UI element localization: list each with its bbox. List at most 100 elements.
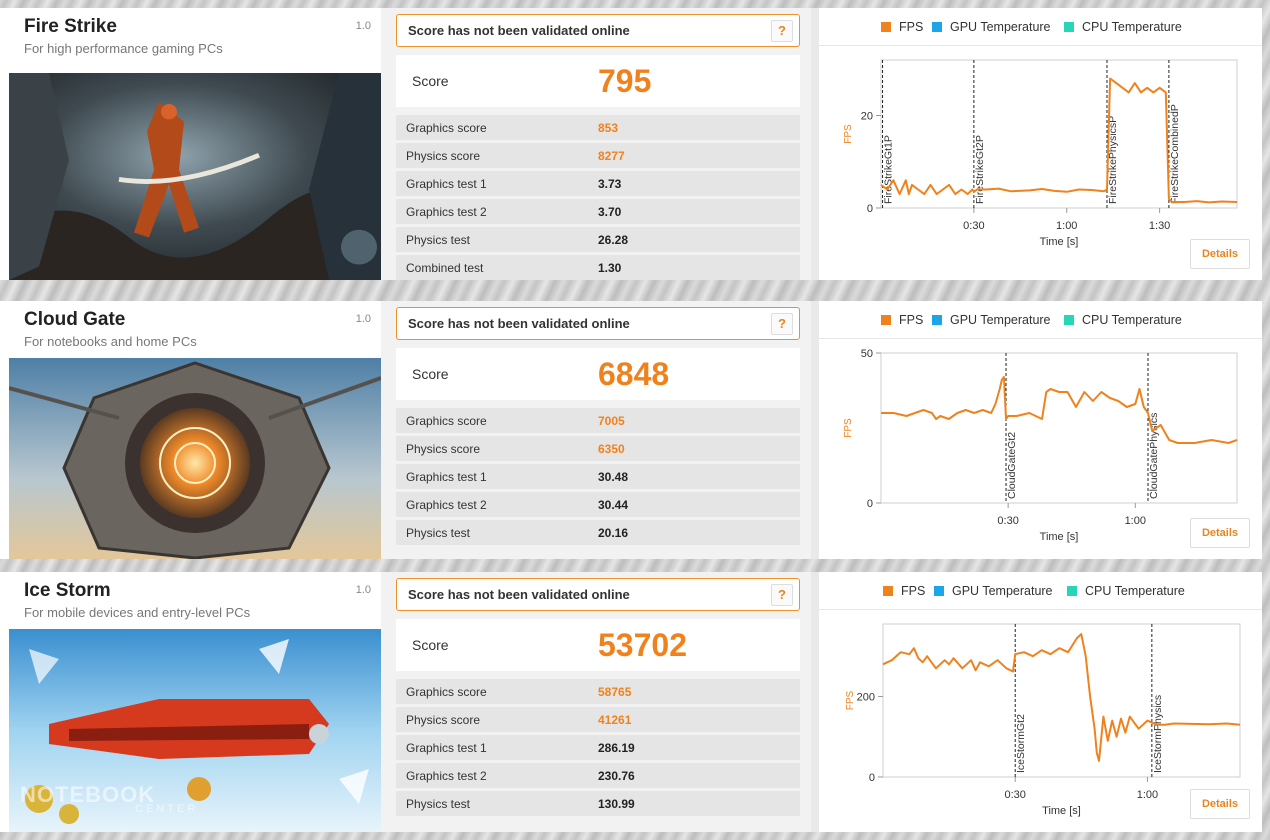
benchmark-version: 1.0: [355, 584, 371, 596]
legend-label: GPU Temperature: [952, 584, 1053, 598]
score-row: Physics score 41261: [396, 707, 800, 732]
row-label: Physics score: [406, 442, 481, 456]
score-row: Physics test 20.16: [396, 520, 800, 545]
validation-text: Score has not been validated online: [408, 316, 630, 331]
row-value: 41261: [598, 713, 632, 727]
legend-fps[interactable]: FPS: [883, 584, 925, 598]
score-label: Score: [412, 366, 449, 382]
y-axis-label: FPS: [845, 690, 856, 710]
cpu-swatch: [1064, 315, 1074, 325]
benchmark-panel-cloud-gate: Cloud Gate For notebooks and home PCs 1.…: [0, 301, 1262, 559]
legend-fps[interactable]: FPS: [881, 313, 923, 327]
chart-legend: FPS GPU Temperature CPU Temperature: [819, 582, 1262, 610]
gpu-swatch: [932, 22, 942, 32]
benchmark-title: Fire Strike: [24, 16, 117, 37]
benchmark-info: Ice Storm For mobile devices and entry-l…: [0, 572, 381, 832]
row-label: Graphics test 2: [406, 498, 487, 512]
y-axis-label: FPS: [843, 124, 854, 144]
row-value: 7005: [598, 414, 625, 428]
fps-swatch: [883, 586, 893, 596]
gpu-swatch: [932, 315, 942, 325]
help-button[interactable]: ?: [771, 20, 793, 42]
details-button[interactable]: Details: [1190, 239, 1250, 269]
x-axis-label: Time [s]: [1040, 531, 1079, 543]
y-axis-label: FPS: [843, 418, 854, 438]
fps-series-line: [882, 633, 1241, 762]
score-row: Physics test 26.28: [396, 227, 800, 252]
row-label: Graphics score: [406, 121, 487, 135]
help-button[interactable]: ?: [771, 313, 793, 335]
row-label: Physics test: [406, 797, 471, 811]
row-label: Combined test: [406, 261, 484, 275]
legend-label: FPS: [899, 313, 924, 327]
score-row: Graphics test 2 3.70: [396, 199, 800, 224]
chart-column: FPS GPU Temperature CPU Temperature 0 50 0…: [811, 301, 1262, 559]
details-button[interactable]: Details: [1190, 518, 1250, 548]
y-tick-label: 20: [861, 111, 873, 123]
validation-text: Score has not been validated online: [408, 23, 630, 38]
plot-area: [880, 352, 1238, 504]
test-marker-label: FireStrikeGt1P: [883, 135, 895, 204]
sub-scores: Graphics score 7005 Physics score 6350 Gra…: [396, 408, 800, 548]
y-tick-label: 0: [867, 498, 873, 510]
validation-status: Score has not been validated online ?: [396, 14, 800, 47]
legend-label: CPU Temperature: [1082, 20, 1182, 34]
watermark-logo-sub: CENTER: [135, 803, 199, 815]
row-label: Graphics test 1: [406, 177, 487, 191]
overall-score: Score 53702: [396, 619, 800, 671]
x-tick-label: 1:30: [1149, 220, 1170, 232]
row-value: 230.76: [598, 769, 635, 783]
score-value: 795: [598, 63, 652, 99]
benchmark-artwork: [9, 73, 381, 280]
score-label: Score: [412, 73, 449, 89]
score-value: 6848: [598, 356, 670, 392]
cpu-swatch: [1064, 22, 1074, 32]
x-tick-label: 0:30: [997, 515, 1018, 527]
legend-gpu-temperature[interactable]: GPU Temperature: [934, 584, 1053, 598]
benchmark-title: Ice Storm: [24, 580, 111, 601]
legend-label: CPU Temperature: [1085, 584, 1185, 598]
legend-cpu-temperature[interactable]: CPU Temperature: [1064, 313, 1182, 327]
score-row: Combined test 1.30: [396, 255, 800, 280]
row-value: 3.70: [598, 205, 622, 219]
row-label: Graphics test 2: [406, 205, 487, 219]
chart-legend: FPS GPU Temperature CPU Temperature: [819, 311, 1262, 339]
legend-label: GPU Temperature: [950, 20, 1051, 34]
validation-status: Score has not been validated online ?: [396, 307, 800, 340]
benchmark-title: Cloud Gate: [24, 309, 126, 330]
gpu-swatch: [934, 586, 944, 596]
legend-cpu-temperature[interactable]: CPU Temperature: [1064, 20, 1182, 34]
score-row: Graphics test 1 286.19: [396, 735, 800, 760]
test-marker-label: FireStrikePhysicsP: [1107, 116, 1119, 204]
row-label: Graphics score: [406, 685, 487, 699]
legend-cpu-temperature[interactable]: CPU Temperature: [1067, 584, 1185, 598]
row-value: 1.30: [598, 261, 622, 275]
x-tick-label: 1:00: [1056, 220, 1077, 232]
x-tick-label: 0:30: [963, 220, 984, 232]
fps-swatch: [881, 22, 891, 32]
score-row: Physics score 8277: [396, 143, 800, 168]
help-button[interactable]: ?: [771, 584, 793, 606]
score-label: Score: [412, 637, 449, 653]
legend-fps[interactable]: FPS: [881, 20, 923, 34]
score-column: Score has not been validated online ? Sc…: [381, 572, 811, 832]
legend-label: CPU Temperature: [1082, 313, 1182, 327]
chart-legend: FPS GPU Temperature CPU Temperature: [819, 18, 1262, 46]
test-marker-label: IceStormPhysics: [1152, 695, 1164, 773]
x-tick-label: 1:00: [1137, 789, 1158, 801]
overall-score: Score 6848: [396, 348, 800, 400]
legend-gpu-temperature[interactable]: GPU Temperature: [932, 313, 1051, 327]
details-button[interactable]: Details: [1190, 789, 1250, 819]
row-value: 26.28: [598, 233, 629, 247]
row-value: 3.73: [598, 177, 622, 191]
benchmark-artwork: [9, 358, 381, 559]
row-label: Physics score: [406, 149, 481, 163]
score-column: Score has not been validated online ? Sc…: [381, 301, 811, 559]
plot-area: [882, 623, 1241, 778]
x-axis-label: Time [s]: [1042, 805, 1081, 817]
y-tick-label: 0: [867, 203, 873, 215]
row-value: 853: [598, 121, 619, 135]
legend-gpu-temperature[interactable]: GPU Temperature: [932, 20, 1051, 34]
chart-column: FPS GPU Temperature CPU Temperature 0 200…: [811, 572, 1262, 832]
legend-label: FPS: [899, 20, 924, 34]
